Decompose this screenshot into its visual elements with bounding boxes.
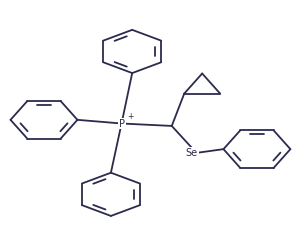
Text: P: P [119,119,125,128]
Text: Se: Se [185,148,198,158]
Text: +: + [127,112,133,121]
